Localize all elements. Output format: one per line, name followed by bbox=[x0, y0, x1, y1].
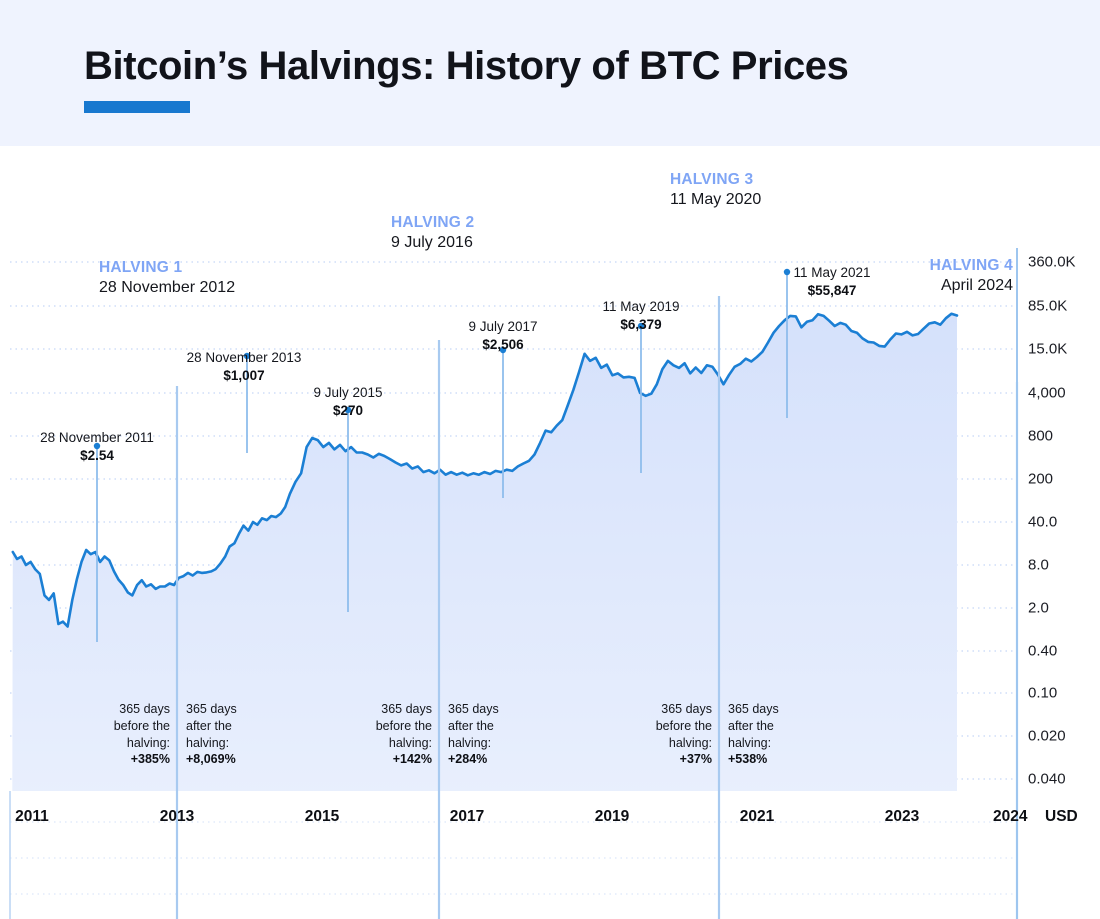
y-tick-label: 8.0 bbox=[1028, 556, 1049, 574]
performance-note: 365 days before the halving: +37% bbox=[512, 701, 712, 768]
performance-note-line: halving: bbox=[186, 735, 230, 750]
halving-callout: HALVING 1 28 November 2012 bbox=[99, 258, 235, 298]
y-tick-label: 15.0K bbox=[1028, 340, 1068, 358]
annotation-stems bbox=[93, 268, 791, 642]
performance-note-line: halving: bbox=[126, 735, 170, 750]
halving-callout: HALVING 4 April 2024 bbox=[713, 256, 1013, 296]
performance-note-value: +385% bbox=[130, 752, 170, 767]
price-annotation-value: $2,506 bbox=[482, 336, 524, 352]
axis-lines bbox=[9, 248, 1018, 919]
x-tick-label: 2024 bbox=[993, 808, 1028, 825]
price-annotation: 28 November 2011 $2.54 bbox=[40, 429, 154, 464]
price-annotation-date: 9 July 2017 bbox=[468, 319, 538, 334]
performance-note-line: after the bbox=[186, 718, 232, 733]
price-annotation-date: 28 November 2011 bbox=[40, 430, 154, 445]
price-annotation-value: $1,007 bbox=[223, 367, 265, 383]
performance-note-value: +142% bbox=[392, 752, 432, 767]
x-tick-label: 2013 bbox=[159, 808, 195, 825]
y-tick-label: 4,000 bbox=[1028, 384, 1066, 402]
y-tick-label: 800 bbox=[1028, 427, 1054, 445]
x-tick-label: 2011 bbox=[15, 808, 49, 825]
performance-note-line: before the bbox=[655, 718, 712, 733]
y-tick-label: 85.0K bbox=[1028, 297, 1068, 315]
price-annotation: 11 May 2021 $55,847 bbox=[793, 264, 870, 299]
performance-note-line: before the bbox=[375, 718, 432, 733]
halving-date: April 2024 bbox=[940, 276, 1013, 294]
performance-note-value: +8,069% bbox=[186, 752, 236, 767]
x-tick-label: 2017 bbox=[449, 808, 485, 825]
x-tick-label: 2015 bbox=[304, 808, 340, 825]
y-tick-label: 0.40 bbox=[1028, 642, 1058, 660]
halving-date: 28 November 2012 bbox=[99, 278, 236, 296]
price-annotation: 11 May 2019 $6,379 bbox=[602, 298, 679, 333]
halving-title: HALVING 4 bbox=[929, 257, 1013, 274]
price-annotation-value: $6,379 bbox=[620, 316, 662, 332]
performance-note-line: 365 days bbox=[119, 702, 170, 716]
performance-note-value: +538% bbox=[728, 752, 768, 767]
price-annotation: 9 July 2017 $2,506 bbox=[468, 318, 537, 353]
price-annotation-value: $270 bbox=[332, 402, 364, 418]
y-tick-label: 2.0 bbox=[1028, 599, 1049, 617]
performance-note-value: +37% bbox=[679, 752, 712, 767]
performance-note-line: halving: bbox=[448, 735, 492, 750]
performance-note-line: after the bbox=[448, 718, 494, 733]
price-area-fill bbox=[12, 313, 957, 791]
y-tick-label: 0.020 bbox=[1028, 727, 1066, 745]
halving-callout: HALVING 3 11 May 2020 bbox=[670, 170, 761, 210]
price-annotation-value: $2.54 bbox=[80, 447, 114, 463]
price-annotation-date: 9 July 2015 bbox=[313, 385, 383, 400]
price-annotation: 9 July 2015 $270 bbox=[313, 384, 382, 419]
performance-note-line: halving: bbox=[388, 735, 432, 750]
y-tick-label: 200 bbox=[1028, 470, 1054, 488]
performance-note-line: before the bbox=[113, 718, 170, 733]
performance-note: 365 days before the halving: +385% bbox=[0, 701, 170, 768]
performance-note: 365 days after the halving: +284% bbox=[448, 701, 499, 768]
halving-date: 11 May 2020 bbox=[670, 190, 762, 208]
price-line bbox=[11, 312, 959, 628]
performance-note-line: 365 days bbox=[661, 702, 712, 716]
performance-note-value: +284% bbox=[448, 752, 488, 767]
price-annotation-value: $55,847 bbox=[807, 282, 857, 298]
x-tick-label: 2021 bbox=[739, 808, 775, 825]
chart-container: 360.0K 85.0K 15.0K 4,000 800 200 40.0 8.0 2.0 0.4… bbox=[0, 146, 1100, 919]
price-annotation-date: 11 May 2019 bbox=[602, 299, 680, 314]
y-tick-label: 0.040 bbox=[1028, 770, 1066, 788]
performance-note-line: after the bbox=[728, 718, 774, 733]
x-axis-unit-label: USD bbox=[1045, 808, 1078, 825]
performance-note-line: 365 days bbox=[381, 702, 432, 716]
y-tick-label: 360.0K bbox=[1028, 253, 1076, 271]
x-tick-label: 2019 bbox=[594, 808, 630, 825]
halving-title: HALVING 2 bbox=[391, 214, 475, 231]
x-tick-label: 2023 bbox=[884, 808, 920, 825]
price-annotation-date: 11 May 2021 bbox=[793, 265, 871, 280]
performance-note-line: 365 days bbox=[448, 702, 499, 716]
halving-date: 9 July 2016 bbox=[391, 233, 473, 251]
price-annotation-date: 28 November 2013 bbox=[186, 350, 302, 365]
page-title: Bitcoin’s Halvings: History of BTC Price… bbox=[84, 44, 849, 88]
y-tick-label: 0.10 bbox=[1028, 684, 1058, 702]
performance-note-line: halving: bbox=[668, 735, 712, 750]
page-header: Bitcoin’s Halvings: History of BTC Price… bbox=[0, 0, 1100, 146]
btc-price-log-chart bbox=[9, 248, 1019, 919]
y-tick-label: 40.0 bbox=[1028, 513, 1058, 531]
performance-note: 365 days after the halving: +538% bbox=[728, 701, 779, 768]
performance-note-line: halving: bbox=[728, 735, 772, 750]
title-underline-rule bbox=[84, 101, 190, 113]
halving-callout: HALVING 2 9 July 2016 bbox=[391, 213, 474, 253]
performance-note: 365 days after the halving: +8,069% bbox=[186, 701, 237, 768]
performance-note: 365 days before the halving: +142% bbox=[232, 701, 432, 768]
halving-title: HALVING 1 bbox=[99, 259, 183, 276]
performance-note-line: 365 days bbox=[186, 702, 237, 716]
performance-note-line: 365 days bbox=[728, 702, 779, 716]
price-annotation: 28 November 2013 $1,007 bbox=[187, 349, 302, 384]
halving-title: HALVING 3 bbox=[670, 171, 754, 188]
